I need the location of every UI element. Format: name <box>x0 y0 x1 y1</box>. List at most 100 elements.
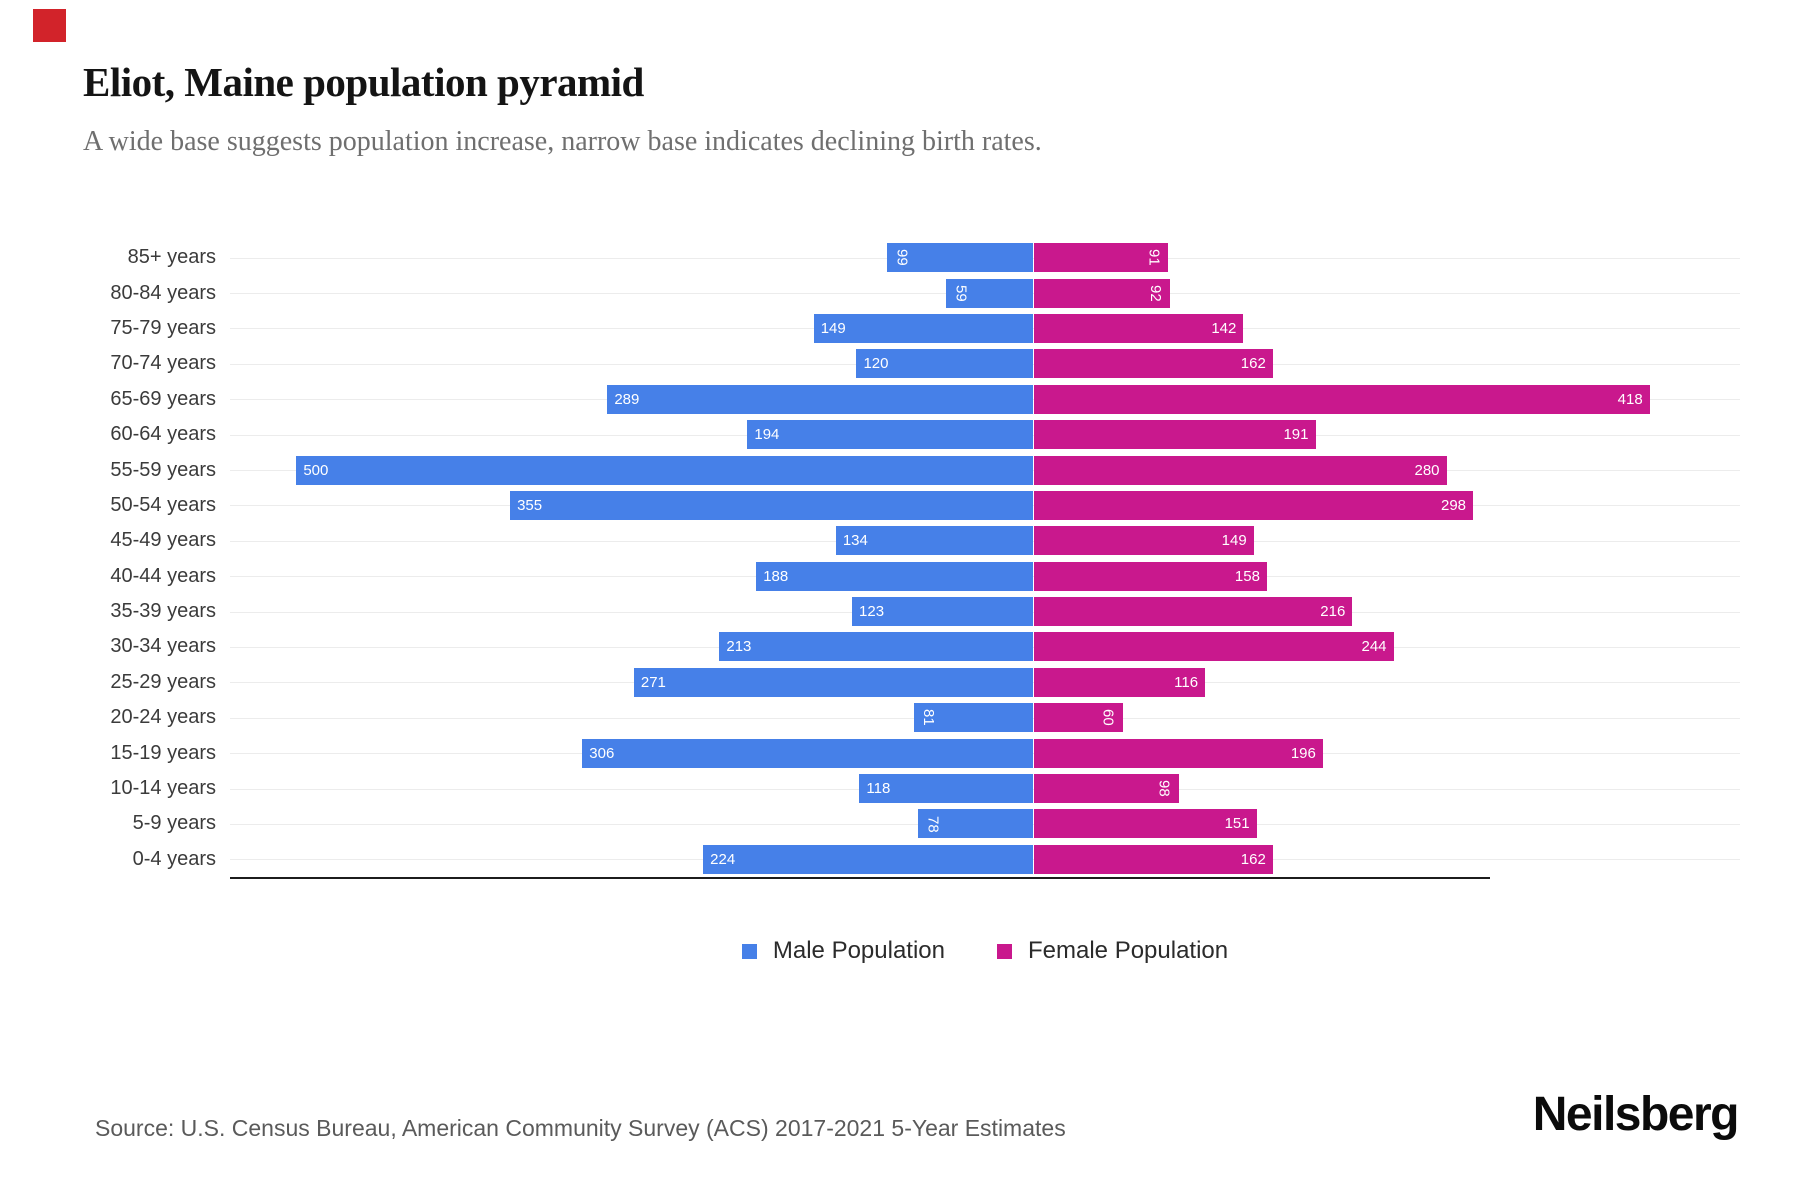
male-bar[interactable]: 123 <box>852 597 1034 627</box>
female-zone: 92 <box>1033 275 1740 310</box>
male-zone: 123 <box>230 594 1034 629</box>
male-bar[interactable]: 194 <box>747 420 1034 450</box>
female-bar[interactable]: 418 <box>1034 384 1650 414</box>
male-bar[interactable]: 99 <box>887 243 1034 273</box>
row-bars: 120 162 <box>230 346 1740 381</box>
female-zone: 60 <box>1033 700 1740 735</box>
age-group-label: 10-14 years <box>110 777 216 800</box>
female-bar[interactable]: 191 <box>1034 420 1316 450</box>
male-bar[interactable]: 306 <box>582 738 1034 768</box>
female-zone: 191 <box>1033 417 1740 452</box>
male-bar-value: 271 <box>640 673 666 691</box>
male-zone: 271 <box>230 665 1034 700</box>
legend-item-female[interactable]: Female Population <box>997 937 1228 965</box>
female-bar[interactable]: 196 <box>1034 738 1323 768</box>
male-bar-value: 500 <box>303 461 329 479</box>
female-bar-value: 60 <box>1099 709 1117 727</box>
pyramid-row: 30-34 years 213 244 <box>0 629 1740 664</box>
male-bar[interactable]: 289 <box>607 384 1034 414</box>
age-group-label: 70-74 years <box>110 352 216 375</box>
male-bar[interactable]: 355 <box>510 490 1034 520</box>
female-bar[interactable]: 91 <box>1034 243 1169 273</box>
male-bar[interactable]: 224 <box>703 844 1034 874</box>
female-bar[interactable]: 92 <box>1034 278 1170 308</box>
female-bar-value: 92 <box>1146 284 1164 302</box>
male-bar[interactable]: 118 <box>859 774 1034 804</box>
male-bar-value: 134 <box>842 532 868 550</box>
female-bar-value: 162 <box>1240 355 1266 373</box>
age-group-label: 75-79 years <box>110 316 216 339</box>
pyramid-row: 40-44 years 188 158 <box>0 559 1740 594</box>
female-zone: 91 <box>1033 240 1740 275</box>
female-bar[interactable]: 151 <box>1034 809 1257 839</box>
male-bar[interactable]: 149 <box>813 313 1034 343</box>
female-zone: 298 <box>1033 488 1740 523</box>
male-bar[interactable]: 120 <box>856 349 1034 379</box>
pyramid-row: 5-9 years 78 151 <box>0 806 1740 841</box>
male-bar[interactable]: 213 <box>719 632 1034 662</box>
male-bar-value: 188 <box>763 567 789 585</box>
pyramid-row: 80-84 years 59 92 <box>0 275 1740 310</box>
female-bar[interactable]: 60 <box>1034 703 1123 733</box>
female-bar[interactable]: 116 <box>1034 667 1206 697</box>
x-axis-line <box>230 877 1490 880</box>
male-bar-value: 59 <box>952 284 970 302</box>
age-group-label: 20-24 years <box>110 706 216 729</box>
female-bar[interactable]: 98 <box>1034 774 1179 804</box>
female-zone: 162 <box>1033 842 1740 877</box>
male-bar[interactable]: 188 <box>756 561 1034 591</box>
row-bars: 118 98 <box>230 771 1740 806</box>
female-bar[interactable]: 162 <box>1034 349 1273 379</box>
pyramid-row: 70-74 years 120 162 <box>0 346 1740 381</box>
male-bar[interactable]: 500 <box>296 455 1034 485</box>
female-bar-value: 149 <box>1221 532 1247 550</box>
age-group-label: 40-44 years <box>110 564 216 587</box>
age-group-label: 30-34 years <box>110 635 216 658</box>
female-zone: 418 <box>1033 382 1740 417</box>
row-bars: 224 162 <box>230 842 1740 877</box>
female-bar[interactable]: 142 <box>1034 313 1244 343</box>
age-group-label: 60-64 years <box>110 423 216 446</box>
female-bar[interactable]: 280 <box>1034 455 1447 485</box>
female-bar[interactable]: 244 <box>1034 632 1394 662</box>
female-zone: 158 <box>1033 559 1740 594</box>
female-bar[interactable]: 158 <box>1034 561 1267 591</box>
male-zone: 149 <box>230 311 1034 346</box>
male-bar-value: 306 <box>589 744 615 762</box>
age-group-label: 5-9 years <box>132 812 216 835</box>
row-bars: 188 158 <box>230 559 1740 594</box>
age-group-label: 55-59 years <box>110 458 216 481</box>
male-bar-value: 120 <box>863 355 889 373</box>
female-bar[interactable]: 162 <box>1034 844 1273 874</box>
pyramid-row: 0-4 years 224 162 <box>0 842 1740 877</box>
brand-mark-red-square <box>33 9 66 42</box>
row-bars: 194 191 <box>230 417 1740 452</box>
male-bar[interactable]: 134 <box>835 526 1034 556</box>
male-bar[interactable]: 81 <box>913 703 1034 733</box>
pyramid-row: 15-19 years 306 196 <box>0 735 1740 770</box>
female-legend-label: Female Population <box>1028 937 1229 965</box>
female-bar-value: 298 <box>1441 496 1467 514</box>
male-bar[interactable]: 271 <box>633 667 1034 697</box>
male-bar-value: 118 <box>866 780 891 798</box>
female-bar-value: 244 <box>1361 638 1387 656</box>
male-zone: 99 <box>230 240 1034 275</box>
female-bar[interactable]: 149 <box>1034 526 1254 556</box>
legend-item-male[interactable]: Male Population <box>741 937 945 965</box>
page-subtitle: A wide base suggests population increase… <box>83 126 1042 157</box>
female-bar-value: 142 <box>1211 319 1237 337</box>
population-pyramid-chart: 85+ years 99 91 80-84 years 59 92 75-79 years 1… <box>0 240 1740 965</box>
female-zone: 116 <box>1033 665 1740 700</box>
male-legend-label: Male Population <box>772 937 945 965</box>
age-group-label: 80-84 years <box>110 281 216 304</box>
pyramid-row: 45-49 years 134 149 <box>0 523 1740 558</box>
female-bar[interactable]: 216 <box>1034 597 1353 627</box>
female-bar-value: 418 <box>1617 390 1643 408</box>
female-bar[interactable]: 298 <box>1034 490 1474 520</box>
female-zone: 98 <box>1033 771 1740 806</box>
male-bar[interactable]: 78 <box>918 809 1034 839</box>
male-bar[interactable]: 59 <box>946 278 1034 308</box>
row-bars: 271 116 <box>230 665 1740 700</box>
age-group-label: 15-19 years <box>110 741 216 764</box>
